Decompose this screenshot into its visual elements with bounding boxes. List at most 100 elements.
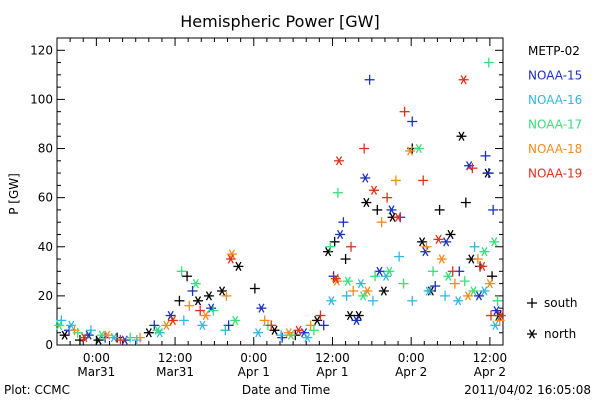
data-point-north-metp-02 bbox=[323, 247, 334, 257]
data-point-south-noaa-15 bbox=[277, 332, 288, 343]
series-noaa-17 bbox=[54, 57, 503, 343]
data-point-north-noaa-17 bbox=[479, 247, 490, 257]
data-point-north-noaa-18 bbox=[463, 291, 474, 301]
data-point-south-noaa-17 bbox=[492, 295, 503, 306]
data-point-south-metp-02 bbox=[460, 197, 471, 208]
data-point-north-noaa-16 bbox=[326, 296, 337, 306]
data-point-north-noaa-19 bbox=[495, 310, 506, 321]
data-point-north-noaa-17 bbox=[190, 278, 201, 289]
data-point-south-noaa-18 bbox=[259, 315, 270, 326]
data-point-south-noaa-16 bbox=[56, 315, 67, 326]
data-point-north-noaa-15 bbox=[386, 205, 397, 215]
data-point-south-noaa-16 bbox=[394, 251, 405, 262]
data-point-south-noaa-16 bbox=[469, 241, 480, 252]
series-metp-02 bbox=[59, 131, 504, 346]
data-point-south-noaa-18 bbox=[449, 278, 460, 289]
legend-entry: NOAA-19 bbox=[528, 167, 582, 181]
data-point-north-noaa-17 bbox=[489, 237, 500, 247]
legend-entry: METP-02 bbox=[528, 44, 580, 58]
data-point-north-noaa-19 bbox=[330, 274, 341, 284]
data-point-north-noaa-18 bbox=[283, 328, 294, 338]
data-point-north-noaa-17 bbox=[384, 266, 395, 276]
legend-entry: NOAA-17 bbox=[528, 118, 582, 132]
data-point-south-noaa-15 bbox=[364, 74, 375, 85]
data-point-north-metp-02 bbox=[417, 237, 428, 247]
data-point-north-noaa-15 bbox=[441, 237, 452, 247]
data-point-south-metp-02 bbox=[434, 204, 445, 215]
data-point-north-noaa-15 bbox=[491, 305, 502, 316]
axes-layer: 0204060801001200:00Mar3112:00Mar310:00Ap… bbox=[30, 37, 507, 379]
data-point-north-noaa-16 bbox=[479, 286, 490, 296]
data-point-north-noaa-15 bbox=[374, 266, 385, 276]
data-point-north-noaa-19 bbox=[393, 212, 404, 222]
data-point-north-noaa-18 bbox=[436, 254, 447, 264]
data-point-north-noaa-16 bbox=[355, 278, 366, 289]
legend-entry: NOAA-16 bbox=[528, 93, 582, 107]
data-point-north-noaa-19 bbox=[433, 234, 444, 245]
data-point-north-noaa-18 bbox=[484, 278, 495, 289]
data-point-south-noaa-15 bbox=[480, 150, 491, 161]
data-point-south-noaa-17 bbox=[332, 187, 343, 198]
data-point-north-noaa-15 bbox=[360, 173, 371, 183]
data-point-south-noaa-18 bbox=[305, 320, 316, 331]
data-point-north-noaa-16 bbox=[302, 333, 313, 343]
data-point-north-metp-02 bbox=[378, 286, 389, 296]
data-point-south-noaa-15 bbox=[338, 217, 349, 228]
data-point-south-noaa-19 bbox=[195, 305, 206, 316]
x-tick-label-date: Apr 2 bbox=[474, 365, 506, 379]
data-point-south-noaa-17 bbox=[398, 278, 409, 289]
y-tick-label: 120 bbox=[30, 43, 53, 57]
data-point-south-metp-02 bbox=[174, 295, 185, 306]
data-point-north-metp-02 bbox=[344, 310, 355, 321]
data-point-north-metp-02 bbox=[445, 229, 456, 240]
data-point-south-noaa-19 bbox=[115, 335, 126, 346]
data-point-south-noaa-18 bbox=[348, 285, 359, 296]
data-point-north-metp-02 bbox=[193, 296, 204, 306]
plot-frame bbox=[56, 37, 504, 346]
y-axis-label: P [GW] bbox=[7, 173, 21, 215]
data-point-south-noaa-15 bbox=[187, 285, 198, 296]
data-point-south-noaa-17 bbox=[176, 266, 187, 277]
data-point-south-noaa-16 bbox=[341, 290, 352, 301]
data-point-south-noaa-16 bbox=[178, 315, 189, 326]
data-point-south-noaa-15 bbox=[149, 320, 160, 331]
data-point-north-noaa-19 bbox=[167, 315, 178, 326]
data-point-south-noaa-19 bbox=[346, 241, 357, 252]
data-points-layer bbox=[54, 57, 506, 346]
legend-marker-plus bbox=[527, 298, 537, 308]
legend-marker-label: south bbox=[544, 296, 578, 310]
data-point-south-noaa-19 bbox=[359, 143, 370, 154]
data-point-north-noaa-18 bbox=[405, 146, 416, 156]
data-point-north-noaa-15 bbox=[420, 247, 431, 257]
data-point-south-noaa-19 bbox=[485, 310, 496, 321]
data-point-south-noaa-16 bbox=[85, 325, 96, 336]
plot-timestamp: 2011/04/02 16:05:08 bbox=[464, 383, 591, 397]
data-point-south-noaa-17 bbox=[428, 266, 439, 277]
data-point-north-noaa-16 bbox=[490, 320, 501, 330]
data-point-south-metp-02 bbox=[340, 254, 351, 265]
chart-title: Hemispheric Power [GW] bbox=[180, 12, 379, 31]
data-point-south-noaa-16 bbox=[407, 295, 418, 306]
data-point-south-metp-02 bbox=[329, 236, 340, 247]
data-point-south-noaa-17 bbox=[125, 332, 136, 343]
series-noaa-16 bbox=[56, 241, 501, 346]
data-point-north-noaa-17 bbox=[358, 291, 369, 301]
y-tick-label: 100 bbox=[30, 92, 53, 106]
data-point-south-noaa-17 bbox=[483, 57, 494, 68]
data-point-south-noaa-18 bbox=[421, 241, 432, 252]
x-tick-label-time: 0:00 bbox=[83, 351, 110, 365]
data-point-south-noaa-16 bbox=[220, 325, 231, 336]
data-point-south-noaa-18 bbox=[472, 254, 483, 265]
data-point-north-noaa-17 bbox=[413, 143, 424, 154]
x-tick-label-time: 0:00 bbox=[240, 351, 267, 365]
data-point-south-noaa-17 bbox=[370, 271, 381, 282]
data-point-north-noaa-15 bbox=[335, 229, 346, 240]
x-tick-label-date: Mar31 bbox=[77, 365, 115, 379]
data-point-north-noaa-16 bbox=[197, 320, 208, 330]
data-point-south-noaa-18 bbox=[221, 290, 232, 301]
x-axis-label: Date and Time bbox=[242, 383, 330, 397]
data-point-north-noaa-19 bbox=[79, 333, 90, 343]
legend: METP-02 NOAA-15 NOAA-16 NOAA-17 NOAA-18 NOAA-… bbox=[527, 44, 582, 341]
data-point-north-noaa-18 bbox=[200, 310, 211, 321]
data-point-north-noaa-18 bbox=[362, 286, 373, 296]
